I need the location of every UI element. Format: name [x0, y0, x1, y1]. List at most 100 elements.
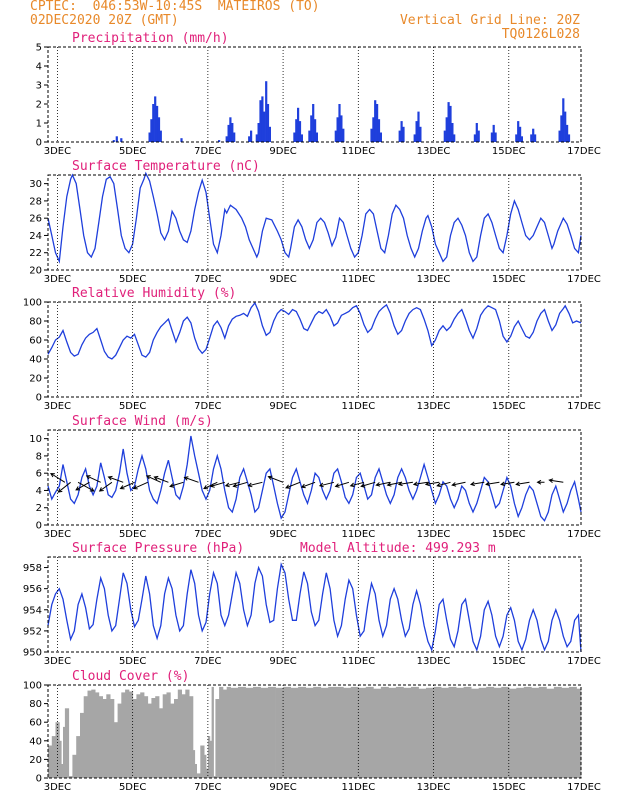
wind-arrow	[300, 481, 316, 489]
cloud-bar	[125, 689, 130, 778]
precip-bar	[413, 134, 416, 142]
precip-bar	[265, 81, 268, 142]
cloud-bar	[418, 688, 427, 778]
y-tick-label: 2	[36, 503, 42, 514]
cloud-bar	[448, 686, 457, 778]
y-tick-label: 40	[29, 355, 42, 366]
y-tick-label: 956	[23, 584, 42, 595]
x-tick-label: 3DEC	[44, 274, 71, 285]
wind-arrow	[247, 481, 263, 488]
panel-frame	[47, 301, 582, 398]
y-tick-label: 40	[29, 736, 42, 747]
precip-bar	[451, 123, 454, 142]
cloud-bar	[219, 686, 224, 778]
x-tick-label: 9DEC	[269, 274, 296, 285]
cloud-bar	[213, 776, 216, 778]
cloud-bar	[343, 687, 352, 778]
y-tick-label: 6	[36, 469, 42, 480]
panel-title: Surface Pressure (hPa)	[72, 541, 244, 556]
wind-arrow	[183, 476, 199, 483]
x-tick-label: 15DEC	[492, 146, 526, 157]
x-tick-label: 11DEC	[341, 146, 375, 157]
precip-bar	[370, 128, 373, 142]
precip-bar	[157, 117, 161, 142]
wind-arrow	[85, 475, 101, 483]
x-tick-label: 5DEC	[119, 656, 146, 667]
precip-bar	[520, 136, 523, 142]
y-tick-label: 10	[29, 434, 42, 445]
precip-bar	[229, 117, 232, 142]
cloud-bar	[478, 687, 487, 778]
precip-bar	[154, 96, 157, 142]
cloud-bar	[189, 696, 194, 778]
cloud-bar	[433, 686, 442, 778]
y-tick-label: 5	[36, 43, 42, 54]
wind-arrow	[98, 481, 113, 492]
wind-arrow	[469, 481, 485, 487]
x-tick-label: 7DEC	[194, 656, 221, 667]
precip-bar	[519, 126, 522, 142]
cloud-bar	[215, 699, 220, 778]
wind-arrow	[132, 481, 148, 490]
panel-title: Surface Wind (m/s)	[72, 414, 213, 429]
cloud-bar	[128, 691, 134, 778]
precip-bar	[115, 136, 118, 142]
wind-arrow	[500, 481, 515, 487]
cloud-bar	[553, 686, 562, 778]
cloud-bar	[162, 694, 167, 778]
precip-bar	[449, 105, 452, 142]
cloud-bar	[192, 750, 196, 778]
model-id: TQ0126L028	[501, 27, 580, 42]
cloud-bar	[365, 686, 374, 778]
y-tick-label: 0	[36, 521, 42, 532]
wind-arrow	[485, 481, 500, 487]
cloud-bar	[313, 686, 322, 778]
cloud-bar	[196, 773, 201, 778]
precip-bar	[180, 138, 183, 142]
wind-arrow	[119, 481, 135, 490]
cloud-bar	[471, 688, 480, 778]
precip-bar	[447, 102, 450, 142]
cloud-bar	[207, 736, 211, 778]
x-tick-label: 15DEC	[492, 782, 526, 793]
precip-bar	[372, 117, 375, 142]
cloud-bar	[102, 699, 107, 778]
y-tick-label: 20	[29, 266, 42, 277]
cloud-bar	[283, 686, 291, 778]
precip-bar	[400, 121, 403, 142]
series-line	[47, 301, 582, 360]
panel-2: Relative Humidity (%) 3DEC 5DEC 7DEC 9DEC 11D…	[23, 286, 601, 412]
x-tick-label: 13DEC	[417, 656, 451, 667]
cloud-bar	[358, 687, 367, 778]
precip-bar	[377, 119, 381, 142]
y-tick-label: 100	[23, 681, 42, 692]
wind-arrow	[548, 478, 564, 483]
cloud-bar	[91, 689, 96, 778]
wind-arrow	[153, 475, 169, 483]
series-line	[47, 171, 582, 264]
cloud-bar	[185, 689, 190, 778]
precip-bar	[562, 98, 565, 142]
x-tick-label: 9DEC	[269, 529, 296, 540]
precip-bar	[120, 138, 123, 142]
cloud-bar	[106, 694, 111, 778]
precip-bar	[159, 130, 162, 142]
series-line	[47, 435, 582, 522]
cloud-bar	[411, 686, 419, 778]
y-tick-label: 30	[29, 179, 42, 190]
precip-bar	[152, 104, 155, 142]
wind-arrow	[203, 481, 218, 490]
precip-bar	[560, 115, 563, 142]
y-tick-label: 60	[29, 336, 42, 347]
precip-bar	[477, 130, 480, 142]
wind-arrow	[436, 481, 451, 488]
y-tick-label: 80	[29, 699, 42, 710]
cloud-bar	[523, 686, 532, 778]
y-tick-label: 4	[36, 62, 42, 73]
precip-bar	[374, 100, 377, 142]
cloud-bar	[155, 696, 160, 778]
x-tick-label: 7DEC	[194, 146, 221, 157]
y-tick-label: 20	[29, 374, 42, 385]
wind-arrow	[50, 472, 66, 483]
y-tick-label: 28	[29, 196, 42, 207]
